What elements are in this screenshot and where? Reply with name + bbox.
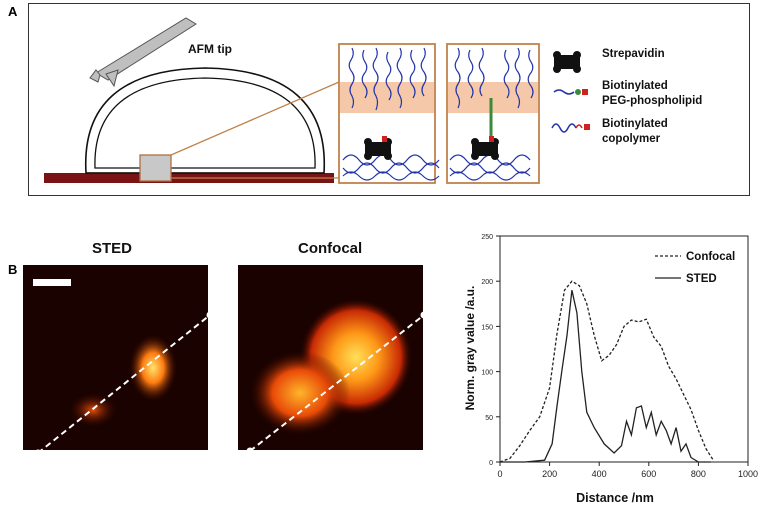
legend-copolymer-icon	[551, 123, 590, 133]
sted-profile-line	[40, 315, 208, 450]
panel-a-frame	[28, 3, 750, 196]
strepavidin-molecule-right	[471, 138, 499, 160]
panel-b-letter: B	[8, 262, 18, 277]
y-tick-label: 100	[481, 370, 493, 377]
series-line-confocal	[499, 280, 714, 463]
inset-right	[446, 43, 540, 184]
panel-a-letter: A	[8, 4, 18, 19]
series-line-sted	[500, 290, 711, 463]
legend-copolymer-label: Biotinylated copolymer	[602, 118, 668, 145]
legend-label-sted: STED	[686, 273, 717, 285]
inset-left	[338, 43, 440, 184]
legend-label-confocal: Confocal	[686, 251, 735, 263]
y-tick-label: 200	[481, 279, 493, 286]
afm-tip	[89, 17, 197, 88]
confocal-profile-line	[249, 314, 423, 450]
confocal-image	[238, 265, 423, 450]
chart-legend: Confocal STED	[655, 251, 735, 285]
y-tick-label: 150	[481, 324, 493, 331]
chart-xlabel: Distance /nm	[576, 491, 654, 505]
chart-ylabel: Norm. gray value /a.u.	[463, 286, 477, 411]
legend-strepavidin-icon	[553, 51, 581, 73]
y-tick-label: 250	[481, 234, 493, 241]
y-tick-label: 0	[489, 460, 493, 467]
plot-frame	[499, 235, 749, 463]
x-tick-label: 0	[497, 469, 502, 479]
chart-axes: 0 200 400 600 800 1000 0 50 100 150 200 250	[481, 234, 758, 479]
x-tick-label: 800	[691, 469, 706, 479]
afm-tip-label: AFM tip	[188, 42, 232, 56]
scale-bar	[33, 279, 71, 286]
panel-a-schematic	[44, 17, 590, 184]
vesicle-inner	[94, 77, 316, 169]
legend-peg-phospholipid-icon	[553, 89, 588, 95]
legend-strepavidin-label: Strepavidin	[602, 48, 665, 60]
chart-series	[499, 280, 714, 463]
confocal-title: Confocal	[298, 240, 363, 257]
x-tick-label: 400	[592, 469, 607, 479]
sted-title: STED	[92, 240, 133, 257]
sted-image	[23, 265, 208, 450]
x-tick-label: 600	[641, 469, 656, 479]
contact-region	[139, 154, 172, 182]
y-tick-label: 50	[485, 415, 493, 422]
vesicle-outer	[84, 67, 326, 174]
legend-peg-phospholipid-label: Biotinylated PEG-phospholipid	[602, 80, 703, 107]
x-tick-label: 200	[542, 469, 557, 479]
x-tick-label: 1000	[738, 469, 758, 479]
